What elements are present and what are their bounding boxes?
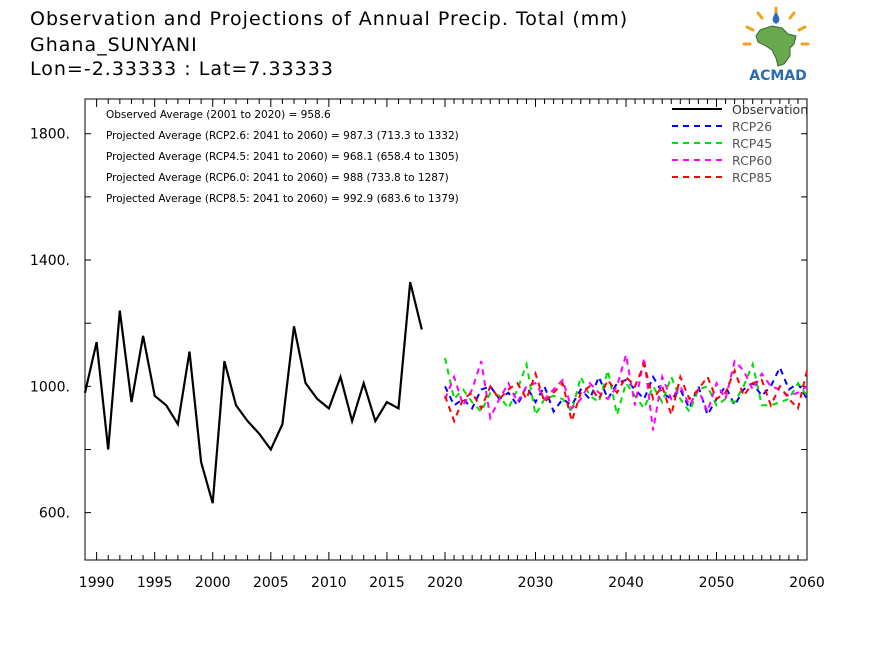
series-line-observation	[83, 281, 423, 504]
acmad-logo: ACMAD	[742, 6, 810, 84]
y-tick-label: 1400.	[30, 253, 70, 269]
legend-label-rcp85: RCP85	[732, 170, 772, 185]
x-tick-label: 2030	[518, 575, 554, 591]
legend-label-observation: Observation	[732, 102, 808, 117]
x-tick-label: 2000	[195, 575, 231, 591]
water-drop-icon	[772, 12, 780, 24]
average-annotation: Projected Average (RCP8.5: 2041 to 2060)…	[106, 193, 459, 205]
legend-label-rcp60: RCP60	[732, 153, 772, 168]
africa-map-icon	[755, 25, 797, 67]
acmad-logo-text: ACMAD	[749, 68, 807, 84]
x-tick-label: 1990	[79, 575, 115, 591]
x-tick-label: 2020	[427, 575, 463, 591]
location-label: Ghana_SUNYANI	[30, 34, 198, 56]
x-tick-label: 2050	[699, 575, 735, 591]
legend-label-rcp26: RCP26	[732, 119, 772, 134]
legend-label-rcp45: RCP45	[732, 136, 772, 151]
x-tick-label: 2005	[253, 575, 289, 591]
y-tick-label: 600.	[39, 506, 70, 522]
series-line-rcp60	[444, 354, 808, 431]
series-line-rcp26	[444, 364, 808, 418]
average-annotation: Projected Average (RCP2.6: 2041 to 2060)…	[106, 130, 459, 142]
y-tick-label: 1800.	[30, 127, 70, 143]
x-tick-label: 2060	[789, 575, 825, 591]
average-annotation: Projected Average (RCP4.5: 2041 to 2060)…	[106, 151, 459, 163]
x-tick-label: 2015	[369, 575, 405, 591]
plot-frame	[84, 98, 808, 561]
series-line-rcp45	[444, 357, 808, 418]
series-line-rcp85	[444, 361, 808, 425]
x-tick-label: 2010	[311, 575, 347, 591]
average-annotation: Projected Average (RCP6.0: 2041 to 2060)…	[106, 172, 449, 184]
y-tick-label: 1000.	[30, 379, 70, 395]
chart-title: Observation and Projections of Annual Pr…	[30, 8, 629, 30]
x-tick-label: 1995	[137, 575, 173, 591]
average-annotation: Observed Average (2001 to 2020) = 958.6	[106, 109, 331, 121]
x-tick-label: 2040	[608, 575, 644, 591]
coordinates-label: Lon=-2.33333 : Lat=7.33333	[30, 58, 334, 80]
